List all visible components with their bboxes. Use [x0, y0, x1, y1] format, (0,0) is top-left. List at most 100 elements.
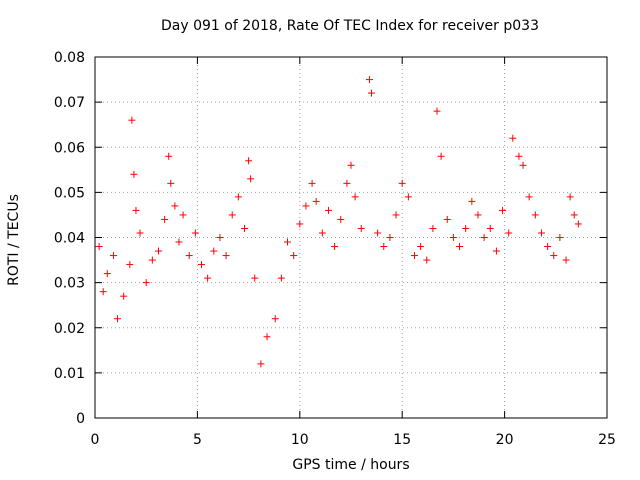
data-points — [95, 76, 582, 368]
y-tick-label: 0.01 — [54, 366, 85, 382]
data-point — [148, 256, 156, 264]
data-point — [537, 229, 545, 237]
data-point — [437, 152, 445, 160]
data-point — [449, 234, 457, 241]
data-point — [234, 193, 242, 201]
data-point — [417, 243, 425, 251]
data-point — [515, 152, 523, 160]
data-point — [429, 224, 437, 232]
data-point — [312, 197, 320, 205]
grid-lines — [95, 57, 607, 418]
data-point — [423, 256, 431, 264]
axis-ticks: 0 0.01 0.02 0.03 0.04 0.05 0.06 0.07 0.08 0 5 10 15 2… — [54, 50, 616, 448]
data-point — [277, 274, 285, 282]
data-point — [179, 211, 187, 219]
x-tick-label: 20 — [496, 432, 514, 448]
data-point — [386, 234, 394, 241]
data-point — [271, 315, 279, 323]
data-point — [324, 206, 332, 214]
data-point — [95, 243, 103, 251]
data-point — [550, 252, 558, 260]
data-point — [531, 211, 539, 219]
data-point — [130, 170, 138, 178]
data-point — [365, 76, 373, 84]
data-point — [251, 274, 259, 282]
data-point — [468, 197, 476, 205]
data-point — [367, 89, 375, 97]
data-point — [525, 193, 533, 201]
data-point — [392, 211, 400, 219]
y-axis-label: ROTI / TECUs — [6, 194, 22, 286]
data-point — [185, 252, 193, 260]
data-point — [302, 202, 310, 210]
data-point — [247, 175, 255, 183]
data-point — [357, 224, 365, 232]
y-tick-label: 0.06 — [54, 140, 85, 156]
data-point — [505, 229, 513, 237]
data-point — [284, 238, 292, 246]
data-point — [171, 202, 179, 210]
data-point — [566, 193, 574, 201]
data-point — [574, 220, 582, 228]
data-point — [544, 243, 552, 251]
data-point — [126, 261, 134, 269]
data-point — [347, 161, 355, 169]
data-point — [570, 211, 578, 219]
data-point — [398, 179, 406, 187]
data-point — [132, 206, 140, 214]
y-tick-label: 0 — [76, 411, 85, 427]
data-point — [308, 179, 316, 187]
data-point — [562, 256, 570, 264]
data-point — [296, 220, 304, 228]
data-point — [519, 161, 527, 169]
y-tick-label: 0.05 — [54, 185, 85, 201]
x-tick-label: 5 — [193, 432, 202, 448]
data-point — [492, 247, 500, 255]
data-point — [175, 238, 183, 246]
data-point — [154, 247, 162, 255]
data-point — [99, 288, 107, 296]
x-axis-label: GPS time / hours — [292, 457, 410, 473]
data-point — [433, 107, 441, 115]
data-point — [456, 243, 464, 251]
data-point — [380, 243, 388, 251]
data-point — [331, 243, 339, 251]
data-point — [136, 229, 144, 237]
x-tick-label: 25 — [598, 432, 616, 448]
data-point — [509, 134, 517, 142]
data-point — [404, 193, 412, 201]
data-point — [486, 224, 494, 232]
data-point — [462, 224, 470, 232]
x-tick-label: 10 — [291, 432, 309, 448]
data-point — [204, 274, 212, 282]
data-point — [351, 193, 359, 201]
data-point — [290, 252, 298, 260]
data-point — [191, 229, 199, 237]
data-point — [374, 229, 382, 237]
y-tick-label: 0.02 — [54, 321, 85, 337]
data-point — [167, 179, 175, 187]
data-point — [556, 234, 564, 241]
x-tick-label: 0 — [91, 432, 100, 448]
data-point — [128, 116, 136, 124]
data-point — [263, 333, 271, 341]
data-point — [165, 152, 173, 160]
data-point — [210, 247, 218, 255]
y-tick-label: 0.08 — [54, 50, 85, 66]
data-point — [474, 211, 482, 219]
data-point — [109, 252, 117, 260]
data-point — [228, 211, 236, 219]
data-point — [480, 234, 488, 241]
data-point — [343, 179, 351, 187]
data-point — [337, 215, 345, 223]
data-point — [499, 206, 507, 214]
data-point — [120, 292, 128, 300]
data-point — [161, 215, 169, 223]
data-point — [216, 234, 224, 241]
x-tick-label: 15 — [393, 432, 411, 448]
data-point — [241, 224, 249, 232]
data-point — [103, 270, 111, 278]
data-point — [257, 360, 265, 368]
data-point — [245, 157, 253, 165]
